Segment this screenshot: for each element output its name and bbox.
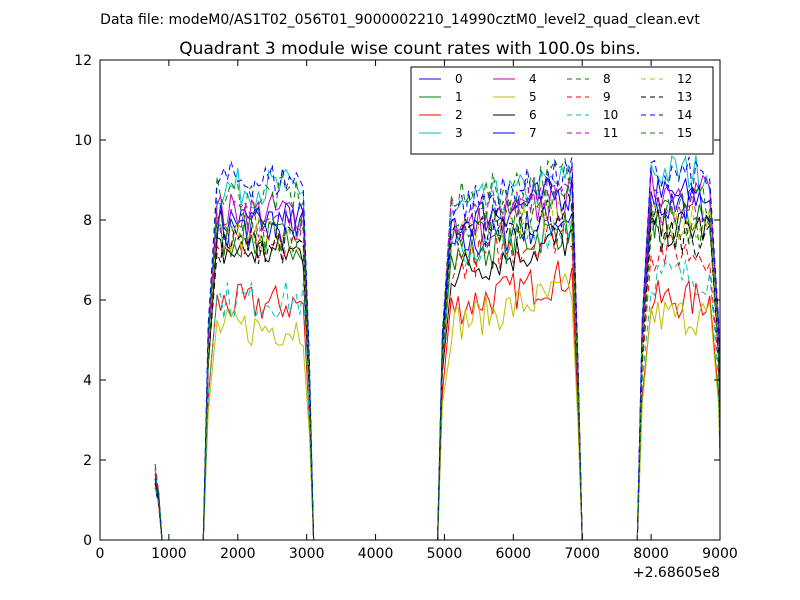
series-line-11 [154,164,721,541]
x-axis: 0 1000 2000 3000 4000 5000 6000 7000 8000 9000 [96,60,738,562]
legend-label-8: 8 [603,72,611,86]
series-line-6 [154,208,721,541]
x-tick-label: 8000 [633,546,669,562]
y-tick-label: 4 [83,373,92,389]
x-tick-label: 5000 [427,546,463,562]
series-line-0 [154,178,721,541]
legend-label-14: 14 [677,108,692,122]
legend-label-3: 3 [455,126,463,140]
x-tick-label: 7000 [564,546,600,562]
x-axis-offset-label: +2.68605e8 [633,565,720,581]
series-line-12 [154,198,721,541]
legend-label-0: 0 [455,72,463,86]
series-line-2 [154,260,721,541]
legend-label-12: 12 [677,72,692,86]
legend-label-10: 10 [603,108,618,122]
series-line-8 [154,157,721,541]
plot-lines [154,154,721,541]
x-tick-label: 9000 [702,546,738,562]
legend-label-9: 9 [603,90,611,104]
series-line-15 [154,184,721,541]
y-tick-label: 0 [83,533,92,549]
legend-label-2: 2 [455,108,463,122]
series-line-10 [154,220,721,541]
series-line-3 [154,154,721,541]
legend-box [410,66,714,155]
x-tick-label: 0 [96,546,105,562]
legend-label-7: 7 [529,126,537,140]
x-tick-label: 3000 [289,546,325,562]
x-tick-label: 6000 [496,546,532,562]
legend-label-13: 13 [677,90,692,104]
y-tick-label: 12 [74,53,92,69]
legend-label-15: 15 [677,126,692,140]
series-line-13 [154,192,721,541]
legend-label-1: 1 [455,90,463,104]
y-tick-label: 6 [83,293,92,309]
y-tick-label: 2 [83,453,92,469]
x-tick-label: 1000 [151,546,187,562]
series-line-4 [154,169,721,541]
y-tick-label: 10 [74,133,92,149]
legend-label-11: 11 [603,126,618,140]
legend-label-4: 4 [529,72,537,86]
series-line-7 [154,176,721,541]
x-tick-label: 4000 [358,546,394,562]
chart-suptitle: Data file: modeM0/AS1T02_056T01_90000022… [100,12,700,28]
series-line-1 [154,199,721,541]
y-tick-label: 8 [83,213,92,229]
legend-label-6: 6 [529,108,537,122]
legend-label-5: 5 [529,90,537,104]
chart-title: Quadrant 3 module wise count rates with … [179,39,640,59]
x-tick-label: 2000 [220,546,256,562]
series-line-5 [154,272,721,541]
series-line-9 [154,223,721,541]
series-line-14 [154,156,721,541]
